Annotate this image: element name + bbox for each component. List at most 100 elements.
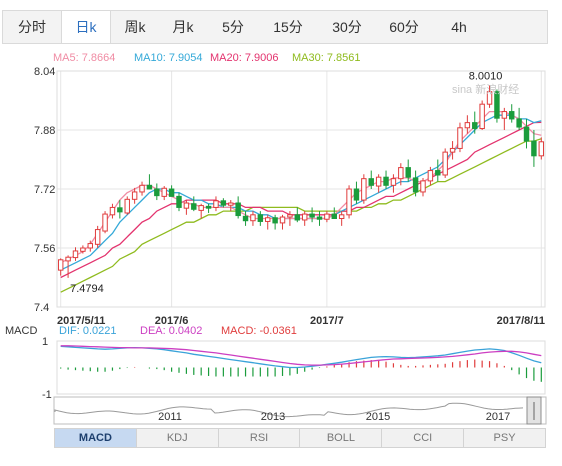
candle [516,107,522,130]
candle [168,185,175,197]
indicator-tabs: MACD KDJ RSI BOLL CCI PSY [54,428,546,448]
candle-body [257,214,264,222]
macd-title: MACD [5,325,37,337]
candle [205,203,212,213]
candle [250,211,256,226]
candle [479,100,485,130]
candle-body [457,127,463,149]
candle-body [442,151,448,176]
candle [213,196,219,212]
y-tick-label: 7.4 [34,302,49,314]
candle [331,207,337,219]
candle-body [228,202,234,206]
indicator-tab-kdj[interactable]: KDJ [137,429,219,447]
navigator-year-label: 2015 [366,411,390,423]
candle-body [479,103,485,130]
candle [472,111,478,134]
candle [361,174,367,204]
tab-5[interactable]: 15分 [273,19,303,35]
macd-dea-legend: DEA: 0.0402 [140,325,202,337]
candle [494,89,500,123]
x-tick-label: 2017/6 [155,315,189,327]
candle [316,211,323,226]
candle [109,203,116,219]
indicator-tab-macd[interactable]: MACD [55,429,137,447]
candle [257,211,264,226]
candle-body [57,259,64,271]
candle [523,118,530,149]
candle [228,200,234,212]
indicator-tab-psy[interactable]: PSY [493,432,516,444]
candle-body [420,180,426,193]
candle-body [390,178,397,186]
tab-7[interactable]: 60分 [389,19,419,35]
candle [531,130,537,167]
candle-body [324,213,330,220]
tab-8[interactable]: 4h [451,19,467,35]
candle [442,148,448,178]
candle [279,214,286,230]
candle [324,211,330,223]
candle-body [316,216,323,220]
candle-body [102,213,108,232]
candle-body [161,187,167,197]
price-grid [56,70,546,308]
candle [124,196,130,215]
candle [538,137,545,160]
y-tick-label: 8.04 [34,66,55,78]
candle-body [242,215,249,222]
tab-0[interactable]: 分时 [18,19,46,35]
candle [191,196,197,212]
candle [353,181,360,204]
candle [405,159,411,182]
candle [117,200,123,219]
candle-body [220,200,227,206]
ma10-legend: MA10: 7.9054 [134,52,203,64]
candle [287,211,293,226]
candle-body [412,177,419,193]
tab-4[interactable]: 5分 [222,19,244,35]
tab-2[interactable]: 周k [124,19,146,35]
indicator-tab-boll[interactable]: BOLL [300,429,383,447]
indicator-tab-cci[interactable]: CCI [382,429,465,447]
candle [139,181,145,196]
candle-body [494,91,500,119]
tab-6[interactable]: 30分 [332,19,362,35]
candle [183,200,190,215]
candle [375,174,382,193]
candle-body [168,188,175,197]
candle-body [531,140,537,157]
y-tick-label: 7.72 [34,184,55,196]
indicator-tab-rsi[interactable]: RSI [219,429,301,447]
price-frame [56,70,546,308]
macd-panel: 1 -1 [42,336,546,401]
candle-body [472,122,478,130]
candle-body [398,167,404,180]
candle-body [80,247,86,252]
x-tick-label: 2017/7 [310,315,344,327]
tab-3[interactable]: 月k [172,19,194,35]
candle [198,203,204,219]
candle-body [346,188,352,216]
candle [131,187,138,204]
candle-body [361,178,367,201]
candle [486,85,493,108]
candle-body [154,188,160,197]
ma5-line [60,110,542,264]
price-annotations: 7.4794 8.0010 [70,70,502,294]
ma30-line [60,138,542,293]
tab-1[interactable]: 日k [61,11,111,43]
candle-body [427,170,434,182]
candle [383,170,389,189]
macd-dif-legend: DIF: 0.0221 [59,325,116,337]
candle [294,207,301,223]
macd-value-legend: MACD: -0.0361 [221,325,297,337]
candle [301,211,308,226]
x-tick-label: 2017/8/11 [497,315,545,327]
candle-body [205,205,212,209]
y-tick-label: 7.56 [34,243,55,255]
candle-body [87,243,93,249]
macd-y-tick: -1 [42,389,52,401]
candle-body [338,214,345,219]
